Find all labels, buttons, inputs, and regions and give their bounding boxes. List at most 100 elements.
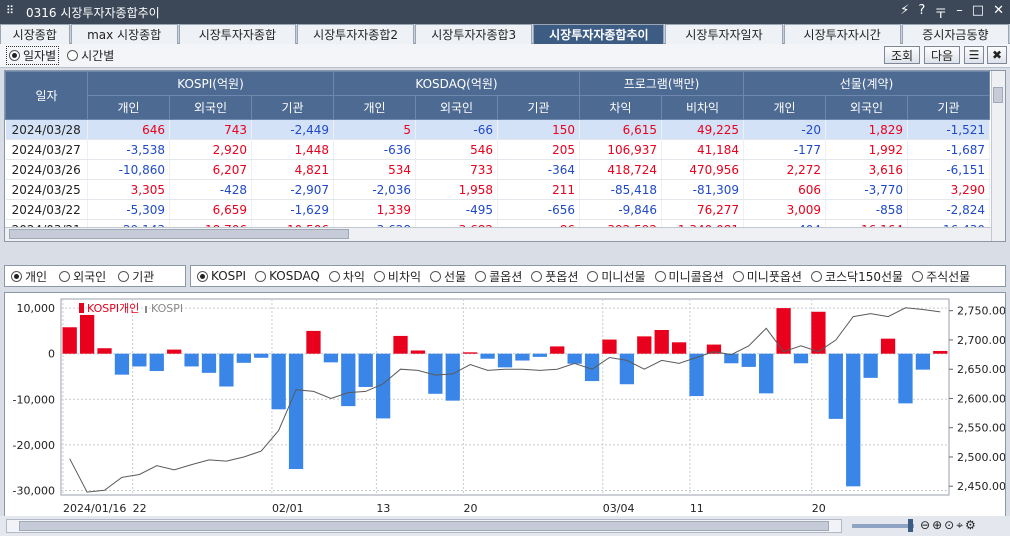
value-cell: 6,659 — [169, 199, 252, 220]
left-tick-label: 0 — [48, 348, 55, 361]
tab-2[interactable]: 시장투자자종합 — [178, 24, 296, 44]
value-cell: -3,770 — [825, 179, 908, 200]
individual-net-bar — [480, 353, 495, 359]
column-header[interactable]: 개인 — [743, 95, 826, 120]
table-row[interactable]: 2024/03/25 3,305 -428 -2,907 -2,036 1,958 211-… — [5, 179, 990, 200]
market-option-radio[interactable]: 주식선물 — [912, 268, 970, 285]
zoom-slider[interactable] — [852, 524, 914, 528]
minimize-icon[interactable]: – — [956, 3, 963, 18]
window-title: 0316 시장투자자종합추이 — [26, 6, 160, 20]
link-icon[interactable]: 〒 — [934, 7, 948, 22]
individual-net-bar — [654, 329, 669, 354]
value-cell: 6,615 — [579, 119, 662, 140]
value-cell: 646 — [87, 119, 170, 140]
market-option-radio[interactable]: KOSDAQ — [255, 269, 320, 283]
next-button[interactable]: 다음 — [924, 46, 960, 64]
right-tick-label: 2,700.00 — [957, 334, 1005, 347]
trend-chart-panel: 10,000 0 -10,000 -20,000 -30,000 2,750.00 2,70… — [4, 292, 1006, 520]
investor-option-radio[interactable]: 기관 — [118, 268, 154, 285]
tab-5[interactable]: 시장투자자종합추이 — [533, 24, 665, 44]
market-option-label: 코스닥150선물 — [824, 269, 904, 284]
market-option-radio[interactable]: 미니풋옵션 — [732, 268, 802, 285]
zoom-slider-handle[interactable] — [908, 519, 913, 532]
tab-3[interactable]: 시장투자자종합2 — [296, 24, 415, 44]
value-cell: 1,958 — [415, 179, 498, 200]
chart-scroll-track[interactable] — [6, 519, 842, 533]
list-view-icon[interactable]: ☰ — [964, 46, 984, 64]
mode-daily-radio[interactable]: 일자별 — [6, 46, 60, 65]
table-row[interactable]: 2024/03/27 -3,538 2,920 1,448 -636 546 205 106,… — [5, 139, 990, 160]
tab-8[interactable]: 증시자금동향 — [901, 24, 1010, 44]
tab-0[interactable]: 시장종합 — [0, 24, 70, 44]
value-cell: 5 — [333, 119, 416, 140]
market-option-radio[interactable]: 미니콜옵션 — [654, 268, 724, 285]
table-row[interactable]: 2024/03/22 -5,309 6,659 -1,629 1,339 -495 -656… — [5, 199, 990, 220]
chart-settings-icon[interactable]: ⚙ — [964, 518, 976, 532]
market-option-radio[interactable]: 풋옵션 — [531, 268, 578, 285]
right-tick-label: 2,550.00 — [957, 422, 1005, 435]
vertical-scroll-thumb[interactable] — [993, 87, 1003, 103]
value-cell: 418,724 — [579, 159, 662, 180]
radio-off-icon — [67, 50, 79, 61]
grid-vertical-scrollbar[interactable] — [991, 71, 1005, 241]
zoom-in-icon[interactable]: ⊕ — [932, 518, 943, 532]
market-option-radio[interactable]: 코스닥150선물 — [810, 268, 904, 285]
column-header[interactable]: 비차익 — [661, 95, 744, 120]
date-column-header[interactable]: 일자 — [5, 71, 88, 120]
column-header[interactable]: 개인 — [333, 95, 416, 120]
help-icon[interactable]: ? — [918, 3, 926, 18]
chart-scroll-thumb[interactable] — [19, 521, 829, 531]
market-option-radio[interactable]: KOSPI — [197, 269, 246, 283]
table-row[interactable]: 2024/03/26 -10,860 6,207 4,821 534 733 -364 418… — [5, 159, 990, 180]
tab-4[interactable]: 시장투자자종합3 — [415, 24, 533, 44]
zoom-out-icon[interactable]: ⊖ — [920, 518, 931, 532]
individual-net-bar — [915, 353, 931, 370]
crosshair-icon[interactable]: ⌖ — [956, 518, 963, 532]
market-option-label: 미니선물 — [601, 269, 646, 284]
investor-data-grid: 일자 KOSPI(억원) KOSDAQ(억원) 프로그램(백만) 선물(계약) 개인 외국인… — [4, 70, 1006, 242]
market-option-radio[interactable]: 미니선물 — [587, 268, 646, 285]
individual-net-bar — [602, 339, 617, 354]
kospi-index-line — [69, 307, 941, 493]
value-cell: 743 — [169, 119, 252, 140]
trend-chart: 10,000 0 -10,000 -20,000 -30,000 2,750.00 2,70… — [13, 298, 1006, 515]
column-header[interactable]: 외국인 — [825, 95, 908, 120]
investor-option-radio[interactable]: 외국인 — [59, 268, 106, 285]
investor-option-radio[interactable]: 개인 — [11, 268, 47, 285]
tab-1[interactable]: max 시장종합 — [70, 24, 178, 44]
tab-6[interactable]: 시장투자자일자 — [665, 24, 783, 44]
value-cell: 470,956 — [661, 159, 744, 180]
column-header[interactable]: 기관 — [251, 95, 334, 120]
column-header[interactable]: 외국인 — [415, 95, 498, 120]
mode-time-radio[interactable]: 시간별 — [67, 46, 114, 65]
column-header[interactable]: 기관 — [497, 95, 580, 120]
horizontal-scroll-thumb[interactable] — [9, 229, 349, 239]
pin-icon[interactable]: ⚡ — [900, 3, 910, 18]
x-tick-label: 20 — [812, 502, 826, 515]
settings-tools-icon[interactable]: ✖ — [987, 46, 1007, 64]
column-header[interactable]: 기관 — [907, 95, 990, 120]
grid-horizontal-scrollbar[interactable] — [5, 227, 991, 241]
query-button[interactable]: 조회 — [884, 46, 920, 64]
radio-off-icon — [328, 270, 340, 282]
column-header[interactable]: 개인 — [87, 95, 170, 120]
tab-7[interactable]: 시장투자자시간 — [783, 24, 901, 44]
market-option-label: 주식선물 — [926, 269, 971, 284]
market-option-radio[interactable]: 비차익 — [373, 268, 422, 285]
column-header[interactable]: 차익 — [579, 95, 662, 120]
zoom-reset-icon[interactable]: ⊙ — [944, 518, 955, 532]
value-cell: -177 — [743, 139, 826, 160]
market-option-label: 비차익 — [387, 269, 422, 284]
market-option-radio[interactable]: 선물 — [430, 268, 466, 285]
table-row[interactable]: 2024/03/28 646 743 -2,449 5 -66 150 6,615 49,225… — [5, 119, 990, 140]
individual-net-bar — [515, 353, 530, 361]
individual-net-bar — [863, 353, 878, 378]
market-option-radio[interactable]: 차익 — [328, 268, 365, 285]
value-cell: -495 — [415, 199, 498, 220]
market-option-radio[interactable]: 콜옵션 — [475, 268, 522, 285]
mode-daily-label: 일자별 — [23, 49, 57, 63]
maximize-icon[interactable]: □ — [971, 3, 985, 18]
column-header[interactable]: 외국인 — [169, 95, 252, 120]
individual-net-bar — [288, 353, 304, 470]
close-icon[interactable]: ✕ — [993, 3, 1004, 18]
